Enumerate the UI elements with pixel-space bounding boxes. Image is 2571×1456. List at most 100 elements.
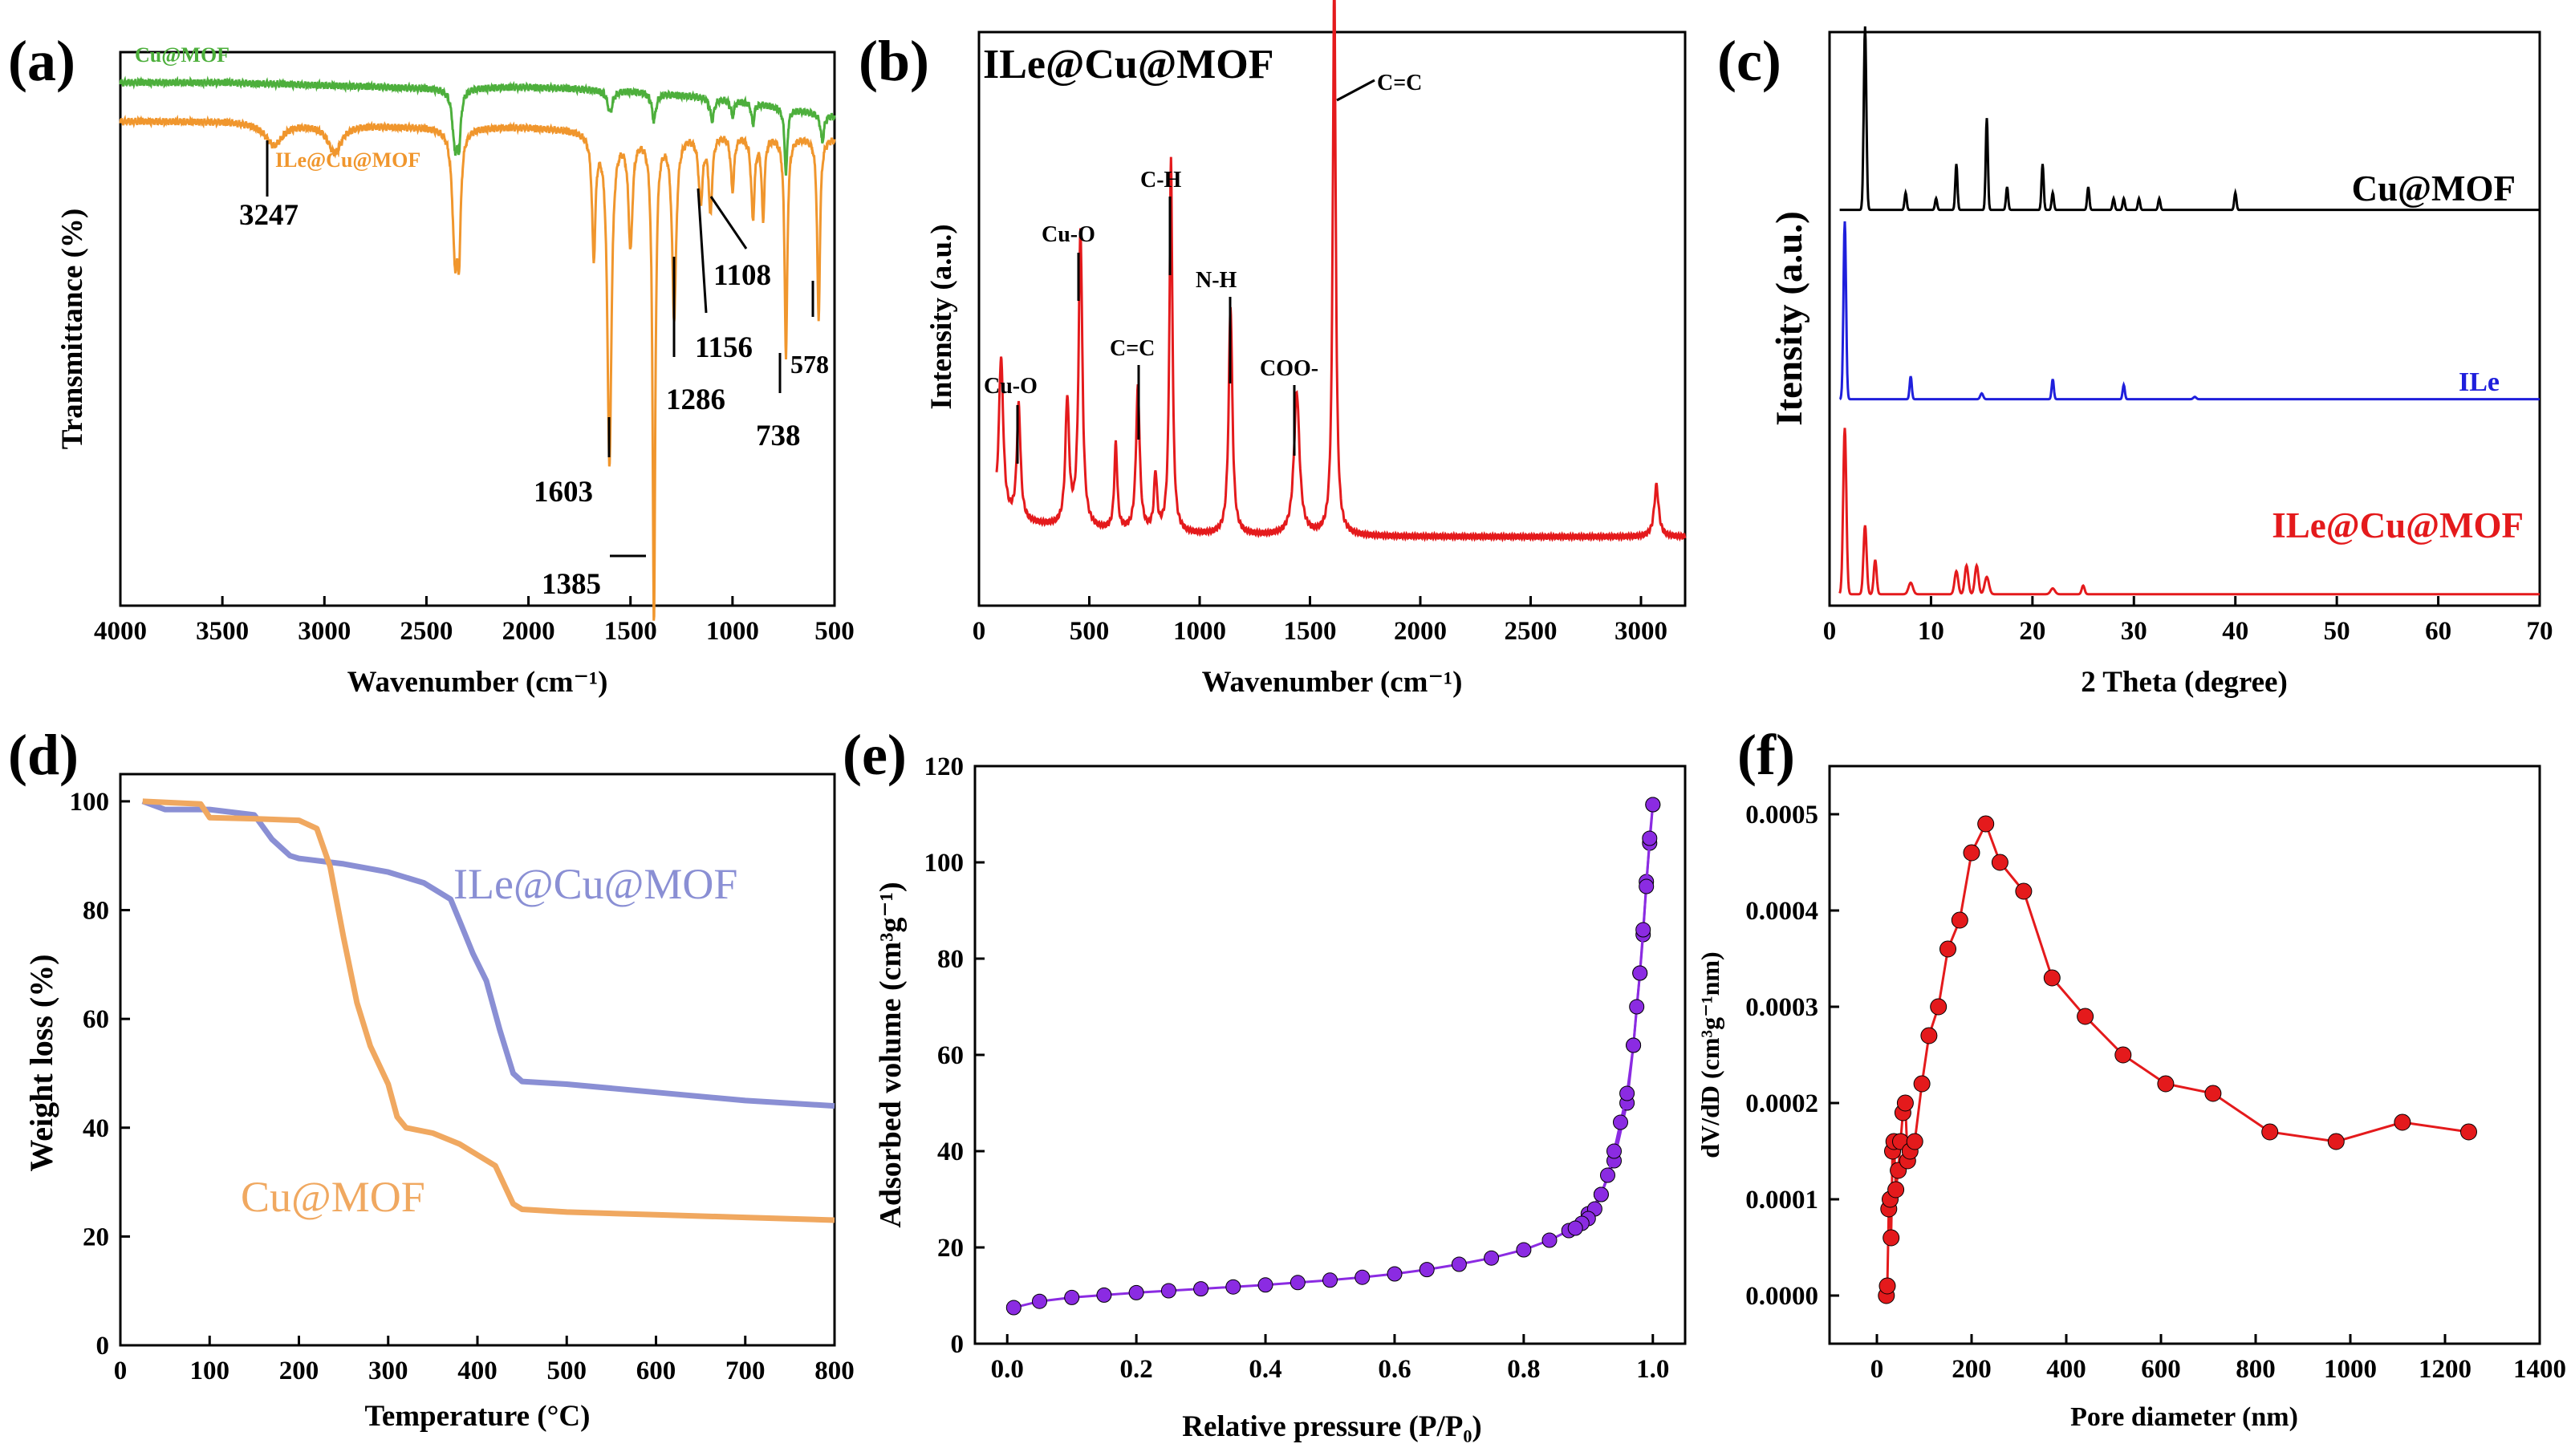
data-point [2204,1085,2222,1102]
y-tick-label: 0 [951,1330,965,1359]
x-tick-label: 400 [457,1357,498,1385]
x-tick-label: 40 [2222,617,2248,646]
x-tick-label: 800 [2236,1355,2276,1384]
data-point [2015,882,2033,900]
data-point [1322,1272,1338,1288]
data-point [1606,1143,1622,1159]
series-line-0 [1885,821,2469,1296]
y-tick-label: 0 [96,1332,110,1361]
data-point [1619,1085,1635,1101]
panel-b-frame [977,30,1687,607]
data-point [1887,1181,1905,1198]
legend-ile-cu-mof: ILe@Cu@MOF [275,148,420,172]
data-point [1064,1289,1080,1305]
data-point [1642,830,1658,846]
panel-f-ylabel: dV/dD (cm³g⁻¹nm) [1696,951,1724,1158]
panel-d-ticks: 0 100 200 300 400 500 600 700 800 0 20 40 60 80 100 [70,788,855,1385]
x-tick-label: 200 [1952,1355,1992,1384]
annot-1385: 1385 [542,568,601,601]
data-point [1883,1229,1900,1247]
data-point [1593,1186,1609,1203]
annot-1286: 1286 [666,383,725,416]
data-point [1626,1037,1642,1053]
data-point [1516,1242,1532,1258]
x-tick-label: 4000 [94,617,147,646]
x-tick-label: 500 [1070,617,1110,646]
panel-d-label: (d) [8,723,79,787]
data-point [1632,965,1648,981]
data-point [1913,1075,1931,1093]
x-tick-label: 0.0 [991,1355,1024,1384]
x-tick-label: 1.0 [1636,1355,1669,1384]
x-tick-label: 10 [1918,617,1944,646]
panel-c-xlabel: 2 Theta (degree) [2081,666,2288,699]
panel-d-plot [141,798,835,1223]
legend-c-ile: ILe [2459,367,2500,397]
panel-b-ticks: 0 500 1000 1500 2000 2500 3000 [973,596,1667,646]
y-tick-label: 80 [937,945,964,974]
annot-3247: 3247 [239,199,299,232]
arrow-1156 [697,188,708,314]
data-point [1963,844,1980,862]
panel-e-plot [1005,797,1661,1316]
panel-c-xrd: (c) 0 10 20 30 40 50 60 70 2 Theta (degree) Ite… [1717,26,2553,699]
y-tick-label: 60 [937,1041,964,1070]
data-point [1951,911,1968,929]
data-point [1128,1284,1144,1300]
x-tick-label: 0 [114,1357,128,1385]
legend-cu-mof: Cu@MOF [135,43,229,67]
data-point [2114,1046,2132,1064]
annot-578: 578 [790,350,829,379]
x-tick-label: 0 [1870,1355,1884,1384]
series-ile-cu-mof [119,114,836,621]
data-point [1629,999,1645,1015]
legend-c-ile-cu-mof: ILe@Cu@MOF [2272,505,2524,545]
data-point [1541,1232,1558,1248]
data-point [2394,1113,2411,1131]
x-tick-label: 0.8 [1507,1355,1540,1384]
x-tick-label: 1200 [2419,1355,2471,1384]
x-tick-label: 0 [1823,617,1837,646]
panel-d-xlabel: Temperature (°C) [365,1400,591,1433]
panel-b-label: (b) [859,29,929,93]
annot-coo: COO- [1260,356,1318,381]
panel-f-pore-size: (f) 0 200 400 600 800 1000 1200 1400 0.0000 0.000… [1696,723,2566,1432]
data-point [1193,1281,1209,1297]
panel-c-label: (c) [1717,29,1781,93]
data-point [1567,1220,1583,1236]
panel-c-ticks: 0 10 20 30 40 50 60 70 [1823,596,2553,646]
series-cu-mof [1839,26,2540,212]
data-point [1930,998,1948,1016]
x-tick-label: 0.2 [1120,1355,1153,1384]
data-point [1635,922,1651,938]
annot-1603: 1603 [534,476,593,509]
x-tick-label: 500 [547,1357,587,1385]
x-tick-label: 20 [2019,617,2045,646]
x-tick-label: 1000 [1173,617,1226,646]
x-tick-label: 800 [814,1357,855,1385]
panel-f-xlabel: Pore diameter (nm) [2070,1402,2298,1432]
data-point [1355,1269,1371,1285]
x-tick-label: 1000 [706,617,759,646]
data-point [1613,1114,1628,1130]
panel-e-ylabel: Adsorbed volume (cm³g⁻¹) [874,882,908,1227]
panel-b-title: ILe@Cu@MOF [983,42,1274,87]
y-tick-label: 100 [70,788,110,817]
annot-cu-o-2: Cu-O [1042,222,1095,247]
panel-d-ylabel: Weight loss (%) [23,954,59,1171]
x-tick-label: 400 [2046,1355,2086,1384]
x-tick-label: 1000 [2324,1355,2377,1384]
y-tick-label: 60 [83,1005,109,1034]
panel-a-ticks: 4000 3500 3000 2500 2000 1500 1000 500 [94,596,855,646]
panel-f-frame [1828,765,2541,1345]
x-tick-label: 0 [973,617,986,646]
y-tick-label: 80 [83,897,109,926]
data-point [1290,1275,1306,1291]
x-tick-label: 600 [2141,1355,2181,1384]
data-point [1906,1133,1923,1150]
x-tick-label: 500 [814,617,855,646]
data-point [1160,1283,1176,1299]
x-tick-label: 2000 [1394,617,1447,646]
data-point [1484,1250,1500,1266]
